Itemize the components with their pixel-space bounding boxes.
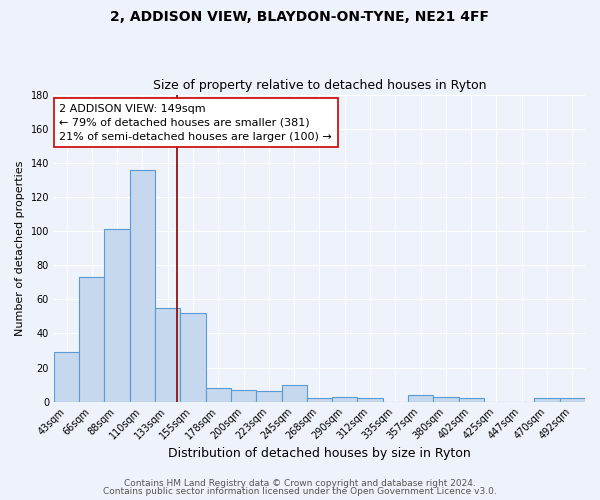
Bar — [358, 398, 383, 402]
Bar — [332, 396, 358, 402]
Text: 2 ADDISON VIEW: 149sqm
← 79% of detached houses are smaller (381)
21% of semi-de: 2 ADDISON VIEW: 149sqm ← 79% of detached… — [59, 104, 332, 142]
Bar — [181, 313, 206, 402]
Title: Size of property relative to detached houses in Ryton: Size of property relative to detached ho… — [153, 79, 486, 92]
Bar — [560, 398, 585, 402]
Bar — [458, 398, 484, 402]
Text: 2, ADDISON VIEW, BLAYDON-ON-TYNE, NE21 4FF: 2, ADDISON VIEW, BLAYDON-ON-TYNE, NE21 4… — [110, 10, 490, 24]
Bar — [307, 398, 332, 402]
Bar — [130, 170, 155, 402]
Bar — [408, 395, 433, 402]
Text: Contains HM Land Registry data © Crown copyright and database right 2024.: Contains HM Land Registry data © Crown c… — [124, 478, 476, 488]
Bar — [281, 384, 307, 402]
Y-axis label: Number of detached properties: Number of detached properties — [15, 160, 25, 336]
Bar — [54, 352, 79, 402]
Bar — [155, 308, 181, 402]
Bar — [433, 396, 458, 402]
Bar — [256, 392, 281, 402]
Bar — [206, 388, 231, 402]
Text: Contains public sector information licensed under the Open Government Licence v3: Contains public sector information licen… — [103, 487, 497, 496]
Bar — [231, 390, 256, 402]
Bar — [535, 398, 560, 402]
X-axis label: Distribution of detached houses by size in Ryton: Distribution of detached houses by size … — [168, 447, 471, 460]
Bar — [79, 277, 104, 402]
Bar — [104, 230, 130, 402]
